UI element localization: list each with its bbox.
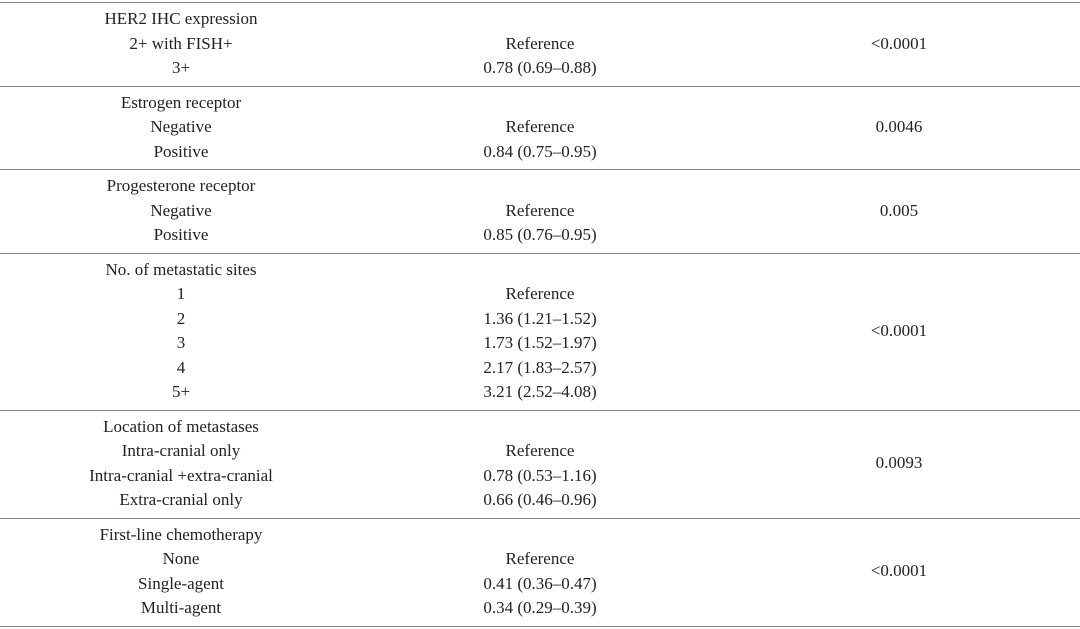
hazard-ratio: 2.17 (1.83–2.57): [483, 357, 597, 377]
variable-cell: First-line chemotherapy None Single-agent M…: [0, 523, 362, 621]
category-label: Extra-cranial only: [119, 490, 243, 509]
hazard-ratio: 0.41 (0.36–0.47): [483, 573, 597, 593]
p-value: 0.0046: [875, 117, 923, 136]
hazard-ratio: 0.34 (0.29–0.39): [483, 598, 597, 617]
hazard-ratio-cell: Reference 0.85 (0.76–0.95): [362, 174, 718, 248]
variable-cell: Location of metastases Intra-cranial only…: [0, 415, 362, 513]
hazard-ratio: Reference: [505, 33, 575, 53]
hazard-ratio: Reference: [505, 200, 575, 220]
p-value-cell: <0.0001: [718, 7, 1080, 81]
hazard-ratio-cell: Reference 0.78 (0.53–1.16) 0.66 (0.46–0.96…: [362, 415, 718, 513]
hazard-ratio: 0.78 (0.53–1.16): [483, 465, 597, 485]
p-value-cell: 0.0046: [718, 91, 1080, 165]
row-group: No. of metastatic sites 1 2 3 4 5+ Reference 1.…: [0, 254, 1080, 411]
category-label: 4: [176, 357, 186, 377]
category-label: Positive: [153, 141, 209, 161]
p-value: 0.005: [879, 200, 919, 220]
p-value: <0.0001: [870, 33, 928, 53]
hazard-ratio: Reference: [505, 549, 575, 568]
hazard-ratio-cell: Reference 0.41 (0.36–0.47) 0.34 (0.29–0.39…: [362, 523, 718, 621]
p-value-cell: 0.005: [718, 174, 1080, 248]
hazard-ratio: 0.66 (0.46–0.96): [483, 490, 597, 509]
p-value-cell: <0.0001: [718, 258, 1080, 405]
row-group: First-line chemotherapy None Single-agent M…: [0, 519, 1080, 627]
p-value: <0.0001: [870, 561, 928, 581]
hazard-ratio: 1.73 (1.52–1.97): [483, 333, 597, 352]
variable-label: No. of metastatic sites: [105, 259, 257, 279]
row-group: Progesterone receptor Negative Positive Ref…: [0, 170, 1080, 254]
category-label: 5+: [171, 382, 191, 401]
variable-label: First-line chemotherapy: [99, 524, 263, 544]
row-group: HER2 IHC expression 2+ with FISH+ 3+ Refere…: [0, 3, 1080, 87]
category-label: Positive: [153, 225, 209, 244]
hazard-ratio-cell: Reference 0.78 (0.69–0.88): [362, 7, 718, 81]
category-label: 3+: [171, 58, 191, 77]
hazard-ratio: 0.78 (0.69–0.88): [483, 58, 597, 77]
p-value-cell: <0.0001: [718, 523, 1080, 621]
category-label: None: [162, 549, 200, 568]
hazard-ratio: 3.21 (2.52–4.08): [483, 382, 597, 401]
variable-cell: No. of metastatic sites 1 2 3 4 5+: [0, 258, 362, 405]
hazard-ratio-cell: Reference 1.36 (1.21–1.52) 1.73 (1.52–1.97…: [362, 258, 718, 405]
category-label: 2+ with FISH+: [129, 33, 233, 53]
variable-cell: Estrogen receptor Negative Positive: [0, 91, 362, 165]
category-label: Intra-cranial only: [121, 441, 241, 460]
variable-label: Progesterone receptor: [106, 176, 256, 195]
p-value-cell: 0.0093: [718, 415, 1080, 513]
hazard-ratio: 0.85 (0.76–0.95): [483, 225, 597, 244]
variable-label: HER2 IHC expression: [104, 9, 258, 28]
hazard-ratio-cell: Reference 0.84 (0.75–0.95): [362, 91, 718, 165]
hazard-ratio: Reference: [505, 441, 575, 460]
row-group: Location of metastases Intra-cranial only…: [0, 411, 1080, 519]
hazard-ratio: Reference: [505, 117, 575, 136]
category-label: Multi-agent: [140, 598, 222, 617]
category-label: Negative: [150, 200, 212, 220]
category-label: Negative: [150, 117, 212, 136]
category-label: 3: [176, 333, 186, 352]
p-value: <0.0001: [870, 320, 928, 340]
category-label: 2: [176, 308, 186, 328]
row-group: Estrogen receptor Negative Positive Referen…: [0, 87, 1080, 170]
variable-cell: Progesterone receptor Negative Positive: [0, 174, 362, 248]
category-label: Intra-cranial +extra-cranial: [89, 465, 273, 485]
hazard-ratio: 0.84 (0.75–0.95): [483, 141, 597, 161]
variable-label: Estrogen receptor: [120, 92, 242, 112]
hazard-ratio: Reference: [505, 284, 575, 303]
category-label: Single-agent: [138, 573, 224, 593]
variable-label: Location of metastases: [103, 416, 259, 436]
category-label: 1: [176, 284, 186, 303]
p-value: 0.0093: [875, 453, 923, 473]
hazard-ratio: 1.36 (1.21–1.52): [483, 308, 597, 328]
variable-cell: HER2 IHC expression 2+ with FISH+ 3+: [0, 7, 362, 81]
